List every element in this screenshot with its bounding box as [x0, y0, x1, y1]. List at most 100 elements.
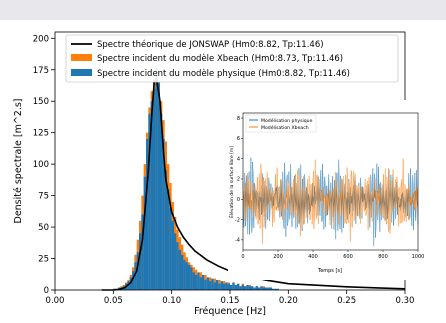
- physical-bar: [204, 279, 207, 290]
- main-y-tick-label: 0: [44, 286, 49, 296]
- physical-bar: [176, 242, 179, 290]
- physical-bar: [181, 254, 184, 290]
- physical-bar: [160, 113, 163, 290]
- physical-bar: [164, 170, 167, 290]
- physical-bar: [134, 262, 137, 290]
- physical-bar: [276, 288, 279, 290]
- inset-x-tick-label: 0: [241, 254, 244, 260]
- main-legend: Spectre théorique de JONSWAP (Hm0:8.82, …: [65, 34, 399, 83]
- top-band: [0, 0, 446, 20]
- physical-bar: [188, 264, 191, 290]
- inset-x-tick-label: 400: [308, 254, 318, 260]
- physical-bar: [223, 283, 226, 290]
- main-y-tick-label: 75: [38, 192, 49, 202]
- physical-bar: [246, 284, 249, 290]
- physical-bar: [202, 274, 205, 290]
- main-x-tick-label: 0.25: [337, 296, 356, 306]
- inset-x-label: Temps [s]: [317, 268, 342, 274]
- physical-bar: [169, 208, 172, 290]
- main-x-tick-label: 0.30: [396, 296, 415, 306]
- inset-legend-label-physical: Modélisation physique: [261, 117, 313, 124]
- physical-bar: [127, 281, 130, 290]
- inset-x-tick-label: 600: [343, 254, 353, 260]
- physical-bar: [244, 286, 247, 290]
- inset-y-label: Élévation de la surface libre [m]: [227, 146, 235, 218]
- physical-bar: [139, 233, 142, 290]
- main-y-tick-label: 150: [33, 97, 49, 107]
- inset-line-xbeach: [242, 158, 419, 244]
- inset-y-tick-label: 6: [237, 136, 240, 142]
- physical-bar: [216, 279, 219, 290]
- physical-bar: [162, 138, 165, 290]
- physical-bar: [218, 283, 221, 290]
- inset-y-tick-label: -4: [235, 238, 240, 244]
- physical-bar: [141, 214, 144, 290]
- inset-timeseries: [242, 157, 419, 246]
- physical-bar: [143, 176, 146, 290]
- physical-bar: [260, 286, 263, 290]
- main-legend-box: [65, 34, 399, 83]
- main-x-tick-label: 0.10: [162, 296, 181, 306]
- physical-bar: [171, 220, 174, 290]
- main-x-tick-label: 0.00: [46, 296, 65, 306]
- physical-bar: [265, 287, 268, 290]
- physical-bar: [136, 252, 139, 290]
- inset-axes-frame: [242, 112, 419, 251]
- physical-bar: [178, 249, 181, 290]
- legend-label-xbeach: Spectre incident du modèle Xbeach (Hm0:8…: [97, 53, 343, 64]
- physical-bar: [269, 287, 272, 290]
- inset-x-tick-label: 200: [273, 254, 283, 260]
- physical-bar: [272, 288, 275, 290]
- inset-legend: Modélisation physique Modélisation Xbeac…: [245, 114, 317, 133]
- physical-bar: [153, 88, 156, 290]
- main-y-tick-label: 125: [33, 129, 49, 139]
- physical-bar: [237, 283, 240, 290]
- physical-bar: [197, 272, 200, 290]
- physical-bar: [253, 287, 256, 290]
- inset-chart: 0 200 400 600 800 1000 -4 -2 0 2 4 6 8 Temps [s] Él…: [227, 100, 428, 280]
- main-x-tick-label: 0.15: [221, 296, 240, 306]
- inset-y-tick-label: 8: [237, 116, 240, 122]
- physical-bar: [129, 277, 132, 290]
- physical-bar: [211, 278, 214, 290]
- physical-bar: [190, 267, 193, 290]
- main-y-tick-label: 100: [33, 160, 49, 170]
- physical-bar: [248, 286, 251, 290]
- main-x-tick-label: 0.05: [104, 296, 123, 306]
- inset-x-tick-label: 800: [378, 254, 388, 260]
- legend-swatch-xbeach: [71, 54, 92, 61]
- main-y-tick-label: 25: [38, 255, 49, 265]
- physical-bar: [251, 286, 254, 290]
- inset-y-tick-label: -2: [235, 217, 240, 223]
- physical-bar: [209, 281, 212, 290]
- inset-x-axis: 0 200 400 600 800 1000: [241, 250, 424, 260]
- inset-y-tick-label: 4: [237, 156, 240, 162]
- main-x-tick-label: 0.20: [279, 296, 298, 306]
- physical-bar: [274, 288, 277, 290]
- physical-bar: [262, 287, 265, 290]
- main-y-tick-label: 175: [33, 66, 49, 76]
- physical-bar: [195, 274, 198, 290]
- inset-y-axis: -4 -2 0 2 4 6 8: [235, 116, 243, 244]
- physical-bar: [150, 101, 153, 290]
- main-y-label: Densité spectrale [m^2.s]: [13, 98, 24, 223]
- physical-bar: [255, 286, 258, 290]
- physical-bar: [241, 284, 244, 290]
- physical-bar: [155, 65, 158, 290]
- physical-bar: [234, 284, 237, 290]
- physical-bar: [192, 272, 195, 290]
- physical-bar: [174, 233, 177, 290]
- physical-bar: [146, 138, 149, 290]
- physical-bar: [157, 82, 160, 290]
- physical-bar: [258, 287, 261, 290]
- legend-swatch-physical: [71, 69, 92, 76]
- physical-bar: [232, 282, 235, 290]
- physical-bar: [227, 283, 230, 290]
- physical-bar: [225, 282, 228, 290]
- main-x-label: Fréquence [Hz]: [194, 306, 266, 317]
- physical-bar: [132, 271, 135, 290]
- physical-bar: [230, 284, 233, 290]
- physical-bar: [199, 277, 202, 290]
